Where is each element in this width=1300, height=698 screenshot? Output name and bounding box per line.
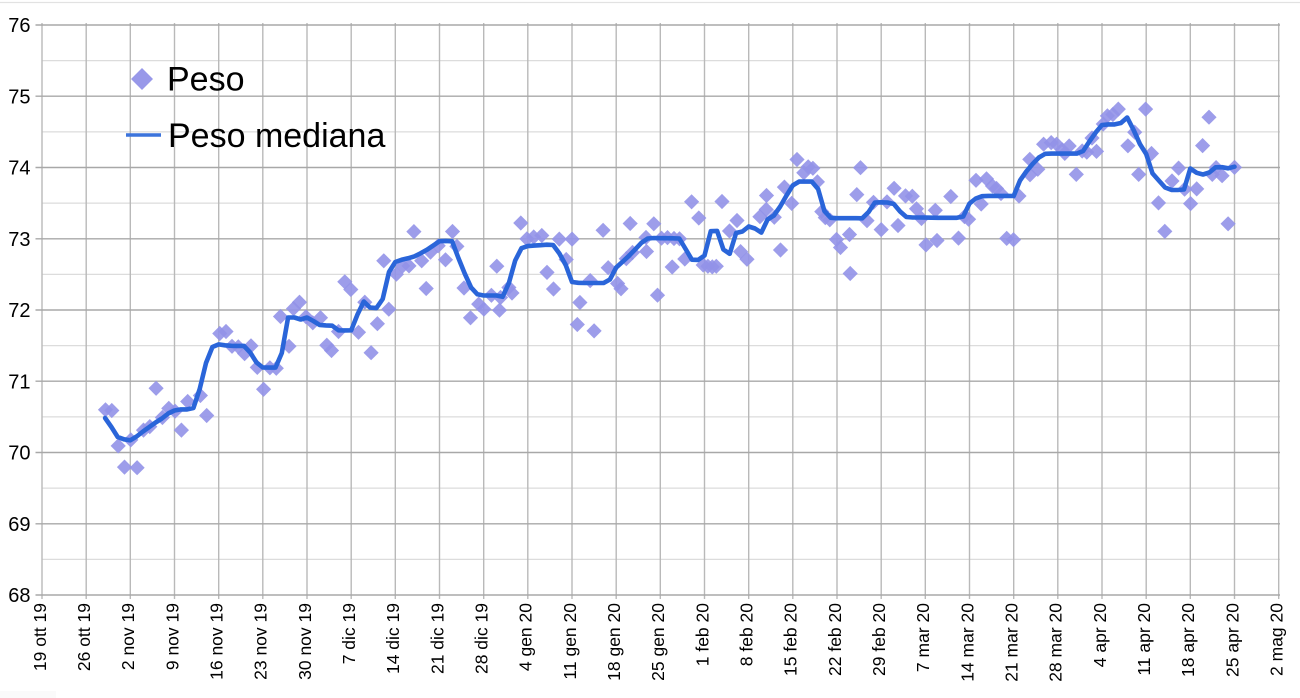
svg-text:21 dic 19: 21 dic 19: [427, 603, 447, 674]
svg-text:69: 69: [8, 514, 30, 536]
svg-text:23 nov 19: 23 nov 19: [251, 603, 271, 680]
svg-text:Peso mediana: Peso mediana: [168, 117, 385, 155]
svg-text:14 mar 20: 14 mar 20: [957, 603, 977, 682]
svg-text:4 apr 20: 4 apr 20: [1090, 603, 1110, 667]
svg-text:73: 73: [8, 229, 30, 251]
svg-text:11 apr 20: 11 apr 20: [1134, 603, 1154, 676]
svg-text:29 feb 20: 29 feb 20: [869, 603, 889, 676]
svg-text:7 mar 20: 7 mar 20: [913, 603, 933, 672]
svg-text:71: 71: [8, 371, 30, 393]
svg-text:7 dic 19: 7 dic 19: [339, 603, 359, 664]
svg-text:11 gen 20: 11 gen 20: [560, 603, 580, 680]
svg-text:74: 74: [8, 158, 30, 180]
svg-text:18 apr 20: 18 apr 20: [1178, 603, 1198, 677]
svg-text:9 nov 19: 9 nov 19: [162, 603, 182, 670]
svg-text:18 gen 20: 18 gen 20: [604, 603, 624, 681]
svg-text:15 feb 20: 15 feb 20: [781, 603, 801, 676]
svg-text:14 dic 19: 14 dic 19: [383, 603, 403, 674]
svg-text:4 gen 20: 4 gen 20: [516, 603, 536, 671]
svg-text:1 feb 20: 1 feb 20: [692, 603, 712, 667]
svg-text:19 ott 19: 19 ott 19: [30, 603, 50, 671]
svg-text:28 dic 19: 28 dic 19: [472, 603, 492, 674]
svg-text:28 mar 20: 28 mar 20: [1046, 603, 1066, 682]
svg-text:8 feb 20: 8 feb 20: [737, 603, 757, 667]
svg-text:22 feb 20: 22 feb 20: [825, 603, 845, 676]
svg-text:75: 75: [8, 87, 30, 109]
svg-text:25 apr 20: 25 apr 20: [1222, 603, 1242, 677]
svg-text:25 gen 20: 25 gen 20: [648, 603, 668, 681]
svg-text:68: 68: [8, 585, 30, 607]
svg-text:Peso: Peso: [167, 61, 245, 99]
svg-text:72: 72: [8, 300, 30, 322]
svg-text:70: 70: [8, 443, 30, 465]
svg-text:26 ott 19: 26 ott 19: [74, 603, 94, 671]
svg-text:2 nov 19: 2 nov 19: [118, 603, 138, 670]
svg-text:21 mar 20: 21 mar 20: [1002, 603, 1022, 682]
svg-text:30 nov 19: 30 nov 19: [295, 603, 315, 680]
svg-text:16 nov 19: 16 nov 19: [207, 603, 227, 680]
svg-text:76: 76: [8, 15, 30, 37]
svg-text:2 mag 20: 2 mag 20: [1267, 603, 1287, 676]
